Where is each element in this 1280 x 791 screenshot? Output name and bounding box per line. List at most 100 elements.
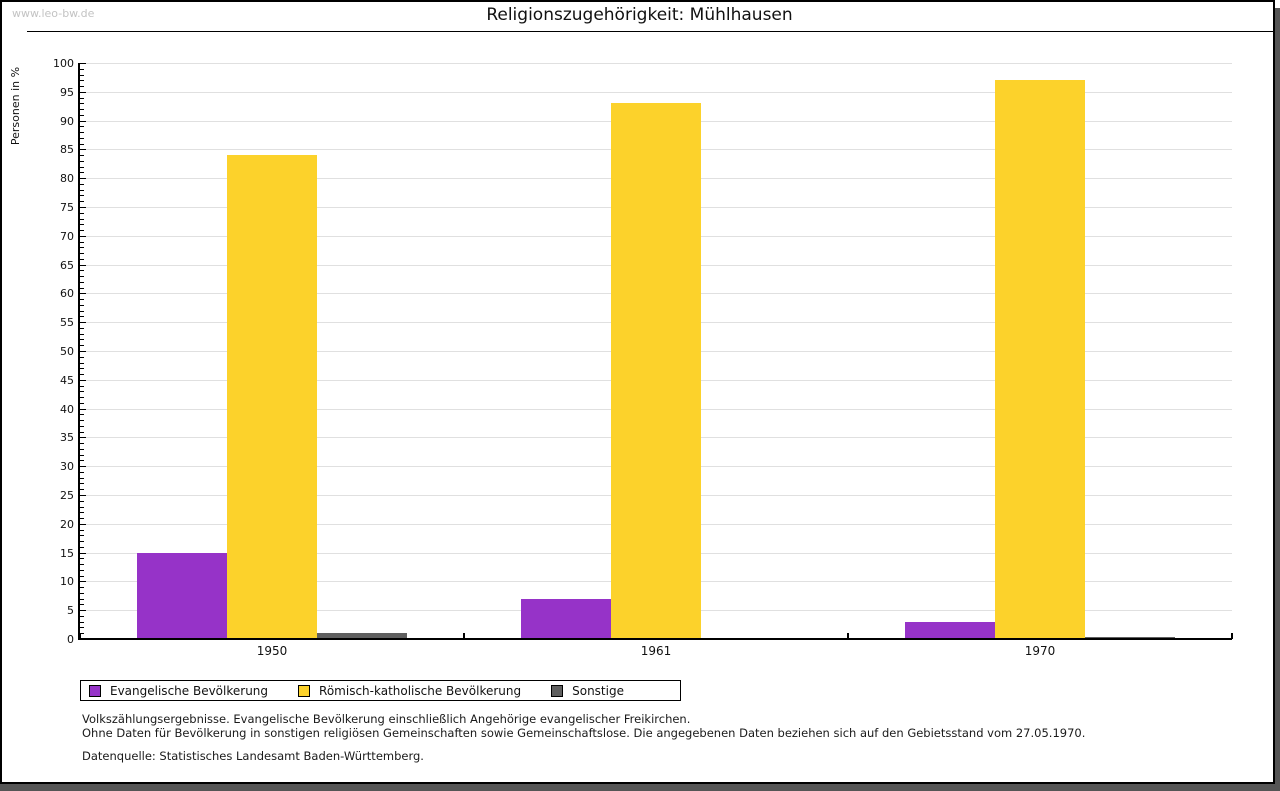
- y-minor-tick: [80, 86, 84, 88]
- y-minor-tick: [80, 74, 84, 76]
- y-minor-tick: [80, 564, 84, 566]
- y-minor-tick: [80, 598, 84, 600]
- window-shadow-bottom: [0, 784, 1280, 791]
- y-tick-label: 30: [60, 460, 74, 474]
- gridline: [80, 91, 1232, 93]
- y-major-tick: [80, 437, 86, 439]
- legend-label-sonstige: Sonstige: [572, 683, 624, 698]
- footnote-source: Datenquelle: Statistisches Landesamt Bad…: [82, 749, 424, 763]
- y-minor-tick: [80, 137, 84, 139]
- y-minor-tick: [80, 172, 84, 174]
- y-major-tick: [80, 120, 86, 122]
- y-minor-tick: [80, 512, 84, 514]
- legend: Evangelische Bevölkerung Römisch-katholi…: [80, 680, 681, 701]
- y-minor-tick: [80, 414, 84, 416]
- y-minor-tick: [80, 304, 84, 306]
- bar-römisch-katholische-1961: [611, 103, 701, 639]
- y-minor-tick: [80, 615, 84, 617]
- x-tick-label: 1970: [1024, 644, 1056, 658]
- y-axis-line: [78, 63, 80, 640]
- x-boundary-tick: [847, 633, 849, 639]
- y-minor-tick: [80, 391, 84, 393]
- chart-title: Religionszugehörigkeit: Mühlhausen: [486, 5, 793, 25]
- plot-area: [80, 63, 1232, 639]
- y-tick-label: 35: [60, 431, 74, 445]
- footnote-line-1: Volkszählungsergebnisse. Evangelische Be…: [82, 712, 691, 726]
- y-minor-tick: [80, 431, 84, 433]
- y-minor-tick: [80, 627, 84, 629]
- y-minor-tick: [80, 68, 84, 70]
- legend-swatch-sonstige: [551, 684, 564, 697]
- y-minor-tick: [80, 253, 84, 255]
- y-minor-tick: [80, 109, 84, 111]
- y-tick-label: 65: [60, 258, 74, 272]
- watermark-text: www.leo-bw.de: [12, 7, 95, 20]
- y-minor-tick: [80, 258, 84, 260]
- y-minor-tick: [80, 374, 84, 376]
- y-minor-tick: [80, 247, 84, 249]
- y-tick-label: 15: [60, 546, 74, 560]
- header-divider: [27, 31, 1275, 32]
- y-minor-tick: [80, 518, 84, 520]
- y-minor-tick: [80, 460, 84, 462]
- y-minor-tick: [80, 592, 84, 594]
- y-minor-tick: [80, 356, 84, 358]
- y-minor-tick: [80, 471, 84, 473]
- y-minor-tick: [80, 183, 84, 185]
- y-axis-label: Personen in %: [9, 66, 22, 146]
- bar-römisch-katholische-1950: [227, 155, 317, 639]
- y-minor-tick: [80, 230, 84, 232]
- y-major-tick: [80, 351, 86, 352]
- y-minor-tick: [80, 454, 84, 456]
- y-minor-tick: [80, 633, 84, 635]
- y-minor-tick: [80, 402, 84, 404]
- x-tick-label: 1961: [640, 644, 672, 658]
- y-minor-tick: [80, 500, 84, 502]
- y-tick-label: 40: [60, 402, 74, 416]
- y-minor-tick: [80, 143, 84, 145]
- x-boundary-tick: [79, 633, 81, 639]
- y-minor-tick: [80, 97, 84, 99]
- bar-sonstige-1950: [317, 633, 407, 639]
- window-shadow-right: [1275, 8, 1280, 784]
- x-axis-line: [78, 638, 1232, 640]
- y-tick-label: 45: [60, 373, 74, 387]
- y-minor-tick: [80, 224, 84, 226]
- x-boundary-tick: [1231, 633, 1233, 639]
- y-major-tick: [80, 581, 86, 583]
- y-minor-tick: [80, 425, 84, 427]
- y-major-tick: [80, 322, 86, 324]
- y-tick-label: 20: [60, 517, 74, 531]
- bar-römisch-katholische-1970: [995, 80, 1085, 639]
- y-minor-tick: [80, 345, 84, 347]
- y-minor-tick: [80, 333, 84, 335]
- y-minor-tick: [80, 541, 84, 543]
- y-minor-tick: [80, 103, 84, 105]
- y-minor-tick: [80, 575, 84, 577]
- y-major-tick: [80, 523, 86, 525]
- y-minor-tick: [80, 212, 84, 214]
- y-minor-tick: [80, 558, 84, 560]
- y-tick-label: 0: [67, 633, 74, 646]
- y-minor-tick: [80, 587, 84, 589]
- y-minor-tick: [80, 114, 84, 116]
- y-major-tick: [80, 91, 86, 93]
- legend-item-sonstige: Sonstige: [551, 684, 624, 698]
- legend-item-evangelische: Evangelische Bevölkerung: [89, 684, 268, 698]
- y-tick-label: 100: [53, 57, 74, 70]
- y-major-tick: [80, 495, 86, 496]
- y-minor-tick: [80, 483, 84, 485]
- gridline: [80, 63, 1232, 64]
- y-major-tick: [80, 379, 86, 381]
- y-minor-tick: [80, 477, 84, 479]
- y-minor-tick: [80, 126, 84, 128]
- y-minor-tick: [80, 385, 84, 387]
- bar-evangelische-1950: [137, 553, 227, 639]
- legend-swatch-katholische: [298, 684, 311, 697]
- y-tick-label: 10: [60, 575, 74, 589]
- y-minor-tick: [80, 132, 84, 134]
- y-major-tick: [80, 235, 86, 237]
- y-minor-tick: [80, 241, 84, 243]
